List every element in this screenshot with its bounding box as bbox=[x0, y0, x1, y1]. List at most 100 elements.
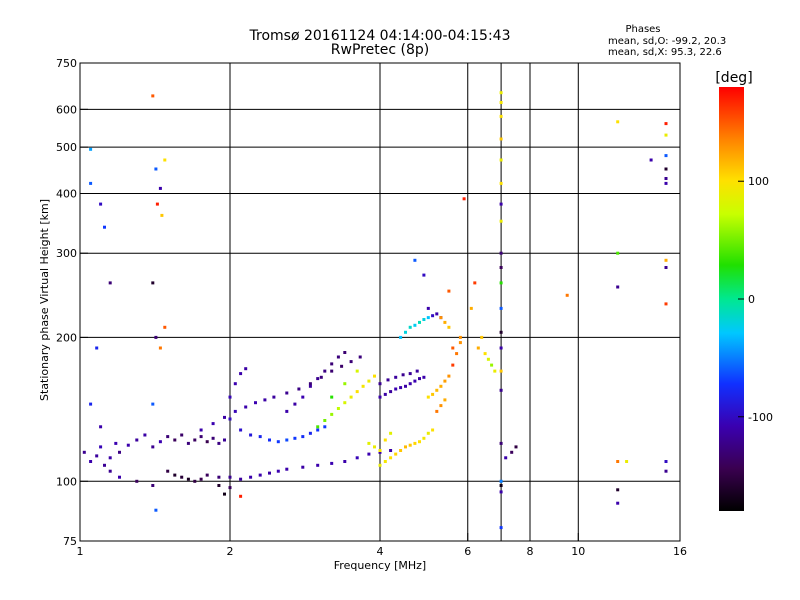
data-point bbox=[499, 202, 503, 206]
data-point bbox=[166, 435, 170, 439]
data-point bbox=[426, 395, 430, 399]
data-point bbox=[249, 433, 253, 437]
data-point bbox=[458, 341, 462, 345]
data-point bbox=[173, 473, 177, 477]
data-point bbox=[268, 438, 271, 442]
data-point bbox=[293, 436, 297, 440]
data-point bbox=[499, 369, 503, 373]
data-point bbox=[389, 456, 393, 460]
data-point bbox=[330, 362, 334, 366]
data-point bbox=[499, 101, 503, 104]
y-tick-label: 75 bbox=[63, 535, 77, 548]
data-point bbox=[166, 469, 170, 473]
data-point bbox=[154, 508, 158, 512]
data-point bbox=[258, 473, 262, 477]
data-point bbox=[499, 490, 503, 494]
chart-title: Tromsø 20161124 04:14:00-04:15:43 bbox=[249, 28, 511, 44]
data-point bbox=[422, 273, 426, 277]
data-point bbox=[249, 475, 253, 479]
data-point bbox=[422, 436, 426, 440]
data-point bbox=[510, 450, 514, 454]
data-point bbox=[293, 402, 297, 406]
data-point bbox=[336, 355, 340, 359]
data-point bbox=[272, 395, 276, 399]
data-point bbox=[193, 479, 197, 483]
data-point bbox=[439, 316, 443, 320]
data-point bbox=[158, 186, 162, 190]
data-point bbox=[616, 120, 620, 124]
data-point bbox=[316, 463, 320, 467]
data-point bbox=[343, 351, 347, 354]
data-point bbox=[367, 441, 371, 445]
data-point bbox=[308, 431, 312, 435]
data-point bbox=[499, 266, 503, 269]
y-axis-label: Stationary phase Virtual Height [km] bbox=[38, 199, 51, 401]
data-point bbox=[373, 445, 376, 449]
data-point bbox=[386, 378, 390, 382]
data-point bbox=[447, 374, 451, 378]
x-tick-label: 2 bbox=[227, 545, 234, 558]
data-point bbox=[135, 438, 139, 442]
data-point bbox=[89, 147, 93, 151]
data-point bbox=[336, 407, 340, 410]
data-point bbox=[89, 460, 93, 463]
data-point bbox=[217, 475, 221, 479]
data-point bbox=[316, 428, 320, 432]
data-point bbox=[499, 484, 503, 487]
data-point bbox=[413, 323, 417, 327]
data-point bbox=[499, 330, 503, 334]
data-point bbox=[426, 431, 430, 435]
data-point bbox=[254, 401, 257, 405]
data-point bbox=[415, 369, 419, 373]
x-tick-label: 10 bbox=[571, 545, 585, 558]
data-point bbox=[343, 460, 347, 463]
data-point bbox=[151, 445, 155, 449]
x-tick-label: 16 bbox=[673, 545, 687, 558]
y-tick-label: 500 bbox=[56, 141, 77, 154]
data-point bbox=[418, 440, 421, 444]
data-point bbox=[399, 449, 403, 452]
data-point bbox=[373, 374, 376, 378]
data-point bbox=[469, 306, 473, 310]
data-point bbox=[664, 181, 668, 185]
data-point bbox=[499, 251, 503, 255]
data-point bbox=[616, 460, 620, 463]
data-point bbox=[404, 384, 407, 388]
data-point bbox=[664, 167, 668, 171]
data-point bbox=[308, 384, 312, 388]
data-point bbox=[285, 409, 289, 413]
data-point bbox=[418, 320, 421, 324]
data-point bbox=[378, 449, 382, 452]
data-point bbox=[180, 475, 184, 479]
data-point bbox=[151, 402, 155, 406]
data-point bbox=[349, 360, 353, 364]
data-point bbox=[285, 438, 289, 442]
y-tick-label: 100 bbox=[56, 475, 77, 488]
data-point bbox=[408, 325, 412, 329]
data-point bbox=[244, 405, 248, 409]
colorbar-tick-label: 100 bbox=[748, 175, 769, 188]
data-point bbox=[99, 445, 103, 449]
data-point bbox=[151, 484, 155, 487]
data-point bbox=[499, 181, 503, 185]
x-axis-label: Frequency [MHz] bbox=[334, 559, 426, 572]
data-point bbox=[233, 382, 237, 386]
data-point bbox=[155, 202, 159, 206]
data-point bbox=[114, 441, 118, 445]
data-point bbox=[413, 258, 417, 262]
data-point bbox=[499, 441, 503, 445]
data-point bbox=[118, 450, 121, 454]
data-point bbox=[499, 306, 503, 310]
data-point bbox=[340, 364, 344, 368]
data-point bbox=[486, 357, 490, 361]
data-point bbox=[462, 197, 466, 201]
data-point bbox=[276, 440, 280, 444]
data-point bbox=[228, 395, 232, 399]
data-point bbox=[158, 440, 162, 444]
data-point bbox=[228, 475, 232, 479]
colorbar-tick-label: 0 bbox=[748, 293, 755, 306]
data-point bbox=[378, 463, 382, 467]
data-point bbox=[408, 443, 412, 447]
data-point bbox=[239, 494, 243, 498]
data-point bbox=[349, 395, 353, 399]
